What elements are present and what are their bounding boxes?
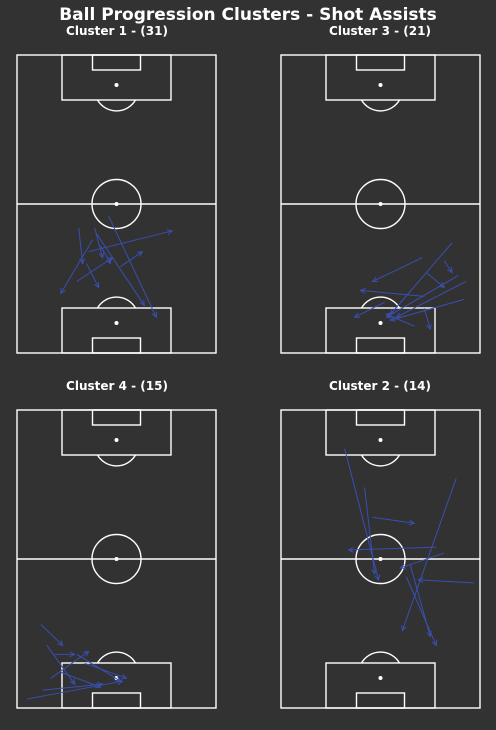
panel-title: Cluster 4 - (15) xyxy=(66,379,168,393)
pass-arrow xyxy=(400,552,445,568)
cluster-panel: Cluster 2 - (14) xyxy=(280,379,481,709)
pass-arrow xyxy=(386,314,415,327)
pass-arrow xyxy=(42,684,103,691)
pass-arrow xyxy=(390,298,465,320)
pass-arrow xyxy=(84,662,127,678)
centre-spot xyxy=(114,202,119,206)
pass-arrow xyxy=(349,546,437,550)
pass-arrow xyxy=(418,580,475,584)
centre-circle xyxy=(355,178,406,230)
six-yard-box-top xyxy=(355,409,406,426)
pass-arrow xyxy=(40,624,63,646)
penalty-arc-top xyxy=(96,454,137,467)
penalty-spot-top xyxy=(114,438,119,442)
penalty-area-bottom xyxy=(61,662,172,709)
pass-arrow xyxy=(443,260,452,273)
pass-arrow xyxy=(405,576,436,646)
pass-arrow xyxy=(361,290,425,297)
panel-title: Cluster 1 - (31) xyxy=(66,24,168,38)
pass-arrow xyxy=(355,301,385,317)
penalty-arc-top xyxy=(360,99,401,112)
pass-arrow xyxy=(94,227,103,258)
penalty-spot-top xyxy=(114,83,119,87)
panel-title: Cluster 2 - (14) xyxy=(329,379,431,393)
pass-arrow xyxy=(76,258,113,282)
cluster-panel: Cluster 4 - (15) xyxy=(16,379,217,709)
pass-arrow xyxy=(26,681,123,700)
pass-arrow xyxy=(50,651,89,679)
pass-arrow xyxy=(402,478,457,631)
penalty-arc-bottom xyxy=(96,296,137,309)
six-yard-box-bottom xyxy=(91,337,142,354)
penalty-area-bottom xyxy=(325,307,436,354)
cluster-panel: Cluster 1 - (31) xyxy=(16,24,217,354)
pass-arrow xyxy=(86,263,99,288)
cluster-panel: Cluster 3 - (21) xyxy=(280,24,481,354)
penalty-area-bottom xyxy=(325,662,436,709)
centre-spot xyxy=(378,557,383,561)
pass-arrow xyxy=(373,257,423,282)
six-yard-box-top xyxy=(91,54,142,71)
penalty-area-top xyxy=(61,409,172,456)
penalty-area-top xyxy=(325,409,436,456)
pass-arrow xyxy=(60,671,101,687)
penalty-arc-bottom xyxy=(360,296,401,309)
penalty-arc-top xyxy=(360,454,401,467)
centre-circle xyxy=(91,533,142,585)
pass-arrow xyxy=(396,281,467,317)
penalty-spot-bottom xyxy=(114,321,119,325)
pass-arrow xyxy=(46,645,75,684)
pass-arrow xyxy=(88,231,173,253)
panel-title: Cluster 3 - (21) xyxy=(329,24,431,38)
pass-arrow xyxy=(364,487,375,573)
pass-arrow xyxy=(96,233,145,306)
pass-arrow xyxy=(120,252,142,267)
penalty-arc-top xyxy=(96,99,137,112)
centre-spot xyxy=(378,202,383,206)
centre-circle xyxy=(355,533,406,585)
six-yard-box-top xyxy=(355,54,406,71)
penalty-area-top xyxy=(61,54,172,101)
penalty-arc-bottom xyxy=(360,651,401,664)
penalty-arc-bottom xyxy=(96,651,137,664)
penalty-spot-top xyxy=(378,83,383,87)
penalty-spot-bottom xyxy=(378,321,383,325)
pass-arrow xyxy=(423,308,430,329)
figure-title: Ball Progression Clusters - Shot Assists xyxy=(59,5,437,25)
pass-arrow xyxy=(386,275,459,318)
centre-circle xyxy=(91,178,142,230)
pass-arrow xyxy=(390,242,453,315)
penalty-spot-bottom xyxy=(378,676,383,680)
six-yard-box-bottom xyxy=(355,337,406,354)
pass-arrow xyxy=(61,239,94,294)
pass-arrow xyxy=(108,215,157,317)
six-yard-box-bottom xyxy=(91,692,142,709)
penalty-spot-top xyxy=(378,438,383,442)
centre-spot xyxy=(114,557,119,561)
six-yard-box-top xyxy=(91,409,142,426)
penalty-area-top xyxy=(325,54,436,101)
pass-arrow xyxy=(372,516,415,523)
six-yard-box-bottom xyxy=(355,692,406,709)
